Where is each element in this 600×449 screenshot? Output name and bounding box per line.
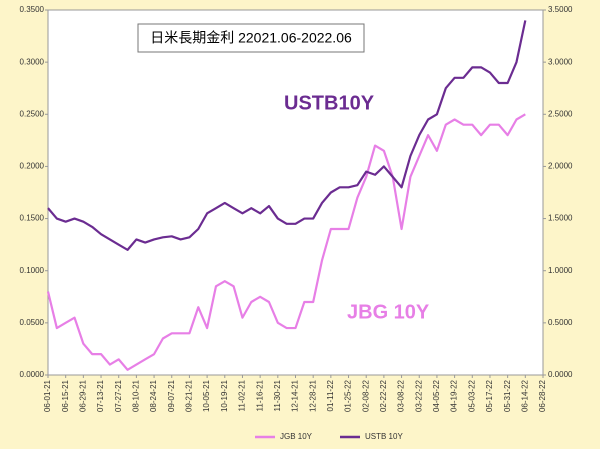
x-tick-label: 05-03-22 [467,379,476,412]
x-tick-label: 01-25-22 [344,379,353,412]
x-tick-label: 07-27-21 [114,379,123,412]
annotation: JBG 10Y [347,301,430,323]
x-tick-label: 04-05-22 [432,379,441,412]
x-tick-label: 10-05-21 [202,379,211,412]
x-tick-label: 06-29-21 [78,379,87,412]
y2-tick-label: 2.5000 [548,109,573,118]
y2-tick-label: 0.0000 [548,370,573,379]
y-tick-label: 0.2000 [20,162,45,171]
x-tick-label: 04-19-22 [450,379,459,412]
legend-label: JGB 10Y [280,432,313,441]
x-tick-label: 08-10-21 [132,379,141,412]
y-tick-label: 0.0500 [20,318,45,327]
annotation: USTB10Y [284,92,375,114]
plot-area [47,9,544,376]
x-tick-label: 11-16-21 [255,379,264,411]
x-tick-label: 08-24-21 [149,379,158,412]
x-tick-label: 02-22-22 [379,379,388,412]
y2-tick-label: 1.0000 [548,266,573,275]
y-tick-label: 0.2500 [20,109,45,118]
x-tick-label: 07-13-21 [96,379,105,412]
x-tick-label: 10-19-21 [220,379,229,412]
x-tick-label: 09-07-21 [167,379,176,412]
chart-title: 日米長期金利 22021.06-2022.06 [150,30,352,46]
y-tick-label: 0.1000 [20,266,45,275]
y2-tick-label: 3.0000 [548,57,573,66]
series-line [47,20,527,251]
legend-label: USTB 10Y [365,432,403,441]
x-tick-label: 03-22-22 [414,379,423,412]
x-tick-label: 06-14-22 [520,379,529,412]
y-tick-label: 0.3000 [20,57,45,66]
y2-tick-label: 1.5000 [548,214,573,223]
x-tick-label: 02-08-22 [361,379,370,412]
y2-tick-label: 0.5000 [548,318,573,327]
x-tick-label: 09-21-21 [185,379,194,412]
title-box [137,23,365,53]
x-tick-label: 01-11-22 [326,379,335,411]
x-tick-label: 06-15-21 [61,379,70,412]
x-tick-label: 06-01-21 [43,379,52,412]
y-tick-label: 0.1500 [20,214,45,223]
series-line [46,113,526,371]
y2-tick-label: 2.0000 [548,162,573,171]
x-tick-label: 05-31-22 [503,379,512,412]
y-tick-label: 0.3500 [20,5,45,14]
y2-tick-label: 3.5000 [548,5,573,14]
x-tick-label: 12-28-21 [308,379,317,412]
x-tick-label: 11-02-21 [238,379,247,411]
x-tick-label: 12-14-21 [291,379,300,412]
y-tick-label: 0.0000 [20,370,45,379]
x-tick-label: 06-28-22 [538,379,547,412]
x-tick-label: 03-08-22 [397,379,406,412]
x-tick-label: 11-30-21 [273,379,282,411]
x-tick-label: 05-17-22 [485,379,494,412]
